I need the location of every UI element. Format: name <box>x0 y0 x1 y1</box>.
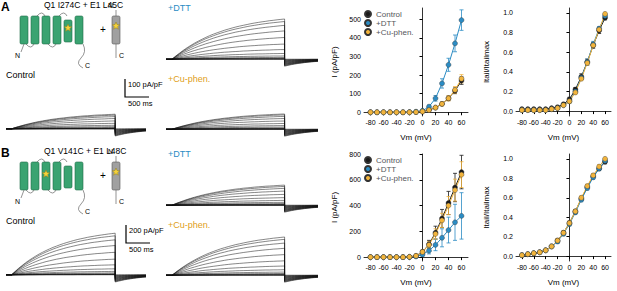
svg-text:+DTT: +DTT <box>168 149 191 159</box>
svg-text:1.0: 1.0 <box>503 155 513 162</box>
svg-text:-80: -80 <box>365 119 375 126</box>
svg-text:500: 500 <box>349 16 361 23</box>
svg-text:20: 20 <box>577 264 585 271</box>
svg-text:Control: Control <box>6 216 35 226</box>
svg-text:-60: -60 <box>529 264 539 271</box>
svg-text:500 ms: 500 ms <box>128 99 153 108</box>
svg-text:+Cu-phen.: +Cu-phen. <box>168 220 210 230</box>
svg-text:400: 400 <box>349 34 361 41</box>
svg-text:100 pA/pF: 100 pA/pF <box>128 80 163 89</box>
svg-text:-40: -40 <box>391 119 401 126</box>
svg-text:0.6: 0.6 <box>503 194 513 201</box>
svg-text:Vm (mV): Vm (mV) <box>400 133 432 142</box>
svg-text:Vm (mV): Vm (mV) <box>400 278 432 287</box>
svg-text:0: 0 <box>421 264 425 271</box>
svg-text:C: C <box>119 198 124 205</box>
svg-text:Control: Control <box>6 70 35 80</box>
svg-text:0: 0 <box>567 119 571 126</box>
svg-text:N: N <box>15 198 20 205</box>
svg-text:-60: -60 <box>529 119 539 126</box>
svg-text:20: 20 <box>577 119 585 126</box>
svg-text:40: 40 <box>589 264 597 271</box>
svg-text:500 ms: 500 ms <box>129 245 154 254</box>
svg-text:1.0: 1.0 <box>503 9 513 16</box>
svg-text:-80: -80 <box>517 264 527 271</box>
svg-text:60: 60 <box>601 119 609 126</box>
svg-text:0.0: 0.0 <box>503 108 513 115</box>
svg-text:B: B <box>1 146 10 160</box>
svg-text:-80: -80 <box>365 264 375 271</box>
svg-text:+Cu-phen.: +Cu-phen. <box>376 28 414 37</box>
svg-text:Control: Control <box>376 156 402 165</box>
svg-text:20: 20 <box>432 119 440 126</box>
svg-text:-40: -40 <box>541 119 551 126</box>
svg-text:-20: -20 <box>404 119 414 126</box>
svg-text:0.2: 0.2 <box>503 233 513 240</box>
svg-text:I (pA/pF): I (pA/pF) <box>330 46 339 77</box>
svg-text:Control: Control <box>376 10 402 19</box>
svg-text:800: 800 <box>349 151 361 158</box>
svg-text:400: 400 <box>349 202 361 209</box>
svg-text:-60: -60 <box>378 264 388 271</box>
svg-text:-40: -40 <box>541 264 551 271</box>
svg-text:N: N <box>108 148 113 155</box>
svg-text:60: 60 <box>458 264 466 271</box>
svg-text:200: 200 <box>349 72 361 79</box>
svg-text:Vm (mV): Vm (mV) <box>548 278 580 287</box>
svg-text:+Cu-phen.: +Cu-phen. <box>168 74 210 84</box>
svg-text:Q1 I274C + E1 L45C: Q1 I274C + E1 L45C <box>44 0 123 10</box>
svg-text:+DTT: +DTT <box>376 165 396 174</box>
svg-text:-40: -40 <box>391 264 401 271</box>
svg-text:C: C <box>119 52 124 59</box>
svg-text:200: 200 <box>349 228 361 235</box>
svg-text:0: 0 <box>357 254 361 261</box>
svg-text:600: 600 <box>349 176 361 183</box>
svg-text:Q1 V141C + E1 L48C: Q1 V141C + E1 L48C <box>44 146 126 156</box>
svg-text:-20: -20 <box>553 264 563 271</box>
svg-text:40: 40 <box>445 264 453 271</box>
svg-text:-20: -20 <box>404 264 414 271</box>
svg-text:N: N <box>108 2 113 9</box>
svg-text:C: C <box>85 208 90 215</box>
svg-text:Itail/Itailmax: Itail/Itailmax <box>482 41 491 83</box>
svg-text:+: + <box>100 170 106 181</box>
svg-text:0: 0 <box>357 109 361 116</box>
svg-text:0.4: 0.4 <box>503 214 513 221</box>
svg-text:-60: -60 <box>378 119 388 126</box>
svg-text:0.0: 0.0 <box>503 253 513 260</box>
svg-text:A: A <box>1 0 10 14</box>
svg-text:Vm (mV): Vm (mV) <box>548 133 580 142</box>
svg-text:+: + <box>100 24 106 35</box>
svg-text:N: N <box>15 52 20 59</box>
svg-text:-80: -80 <box>517 119 527 126</box>
svg-text:+DTT: +DTT <box>376 19 396 28</box>
svg-text:200 pA/pF: 200 pA/pF <box>129 226 164 235</box>
svg-text:0.4: 0.4 <box>503 68 513 75</box>
svg-text:0.2: 0.2 <box>503 88 513 95</box>
svg-text:0: 0 <box>421 119 425 126</box>
svg-text:+DTT: +DTT <box>168 3 191 13</box>
svg-text:20: 20 <box>432 264 440 271</box>
svg-text:0.8: 0.8 <box>503 175 513 182</box>
svg-text:0: 0 <box>567 264 571 271</box>
svg-text:0.8: 0.8 <box>503 29 513 36</box>
svg-text:40: 40 <box>589 119 597 126</box>
svg-text:I (pA/pF): I (pA/pF) <box>330 192 339 223</box>
svg-text:C: C <box>85 62 90 69</box>
svg-text:+Cu-phen.: +Cu-phen. <box>376 174 414 183</box>
svg-text:-20: -20 <box>553 119 563 126</box>
svg-text:60: 60 <box>601 264 609 271</box>
svg-text:40: 40 <box>445 119 453 126</box>
svg-text:100: 100 <box>349 90 361 97</box>
svg-text:0.6: 0.6 <box>503 49 513 56</box>
svg-text:60: 60 <box>458 119 466 126</box>
svg-text:Itail/Itailmax: Itail/Itailmax <box>482 186 491 228</box>
svg-text:300: 300 <box>349 53 361 60</box>
